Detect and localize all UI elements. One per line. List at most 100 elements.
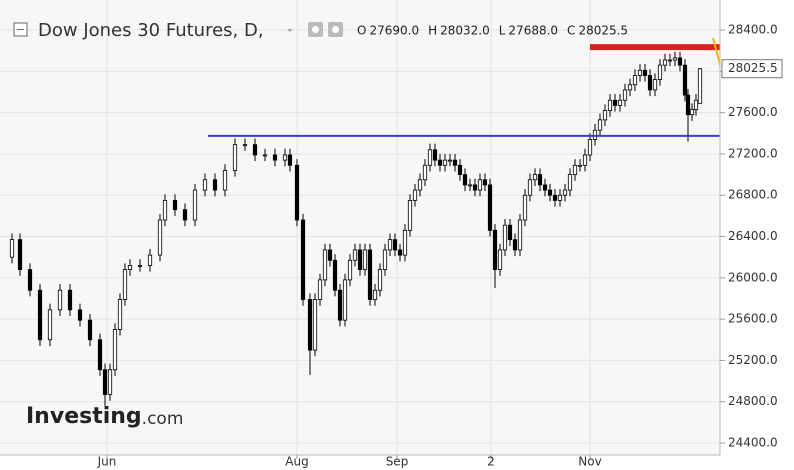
candle-body [507,224,513,241]
candle-body [157,219,163,256]
candle-body [627,84,633,91]
candle-body [432,149,438,161]
candle-body [332,259,338,291]
candle-body [677,57,683,66]
candle-body [127,265,133,270]
candle-body [457,164,463,175]
candle-body [112,329,118,371]
last-price-label: 28025.5 [728,61,778,75]
candle-body [642,69,648,76]
candle-body [697,68,703,104]
candle-body [337,289,343,321]
candle-body [242,144,248,147]
candle-body [342,279,348,321]
candle-body [222,170,228,191]
chart-title: Dow Jones 30 Futures, D, [38,20,264,41]
candle-body [392,239,398,251]
candle-body [462,174,468,186]
y-tick-label: 27200.0 [728,146,778,160]
y-tick-label: 26800.0 [728,188,778,202]
candle-body [637,69,643,76]
candle-body [37,289,43,341]
candle-body [282,154,288,161]
candle-body [372,289,378,300]
candle-body [412,189,418,201]
candle-body [602,110,608,121]
candle-body [294,164,300,221]
candle-body [452,159,458,166]
candle-body [437,159,443,166]
candle-body [502,224,508,251]
plot-area [0,0,720,455]
candle-body [300,219,306,300]
candle-body [77,309,83,321]
candle-body [307,299,313,351]
candle-body [497,249,503,270]
candle-body [272,154,278,161]
y-tick-label: 25200.0 [728,353,778,367]
x-tick-label: Aug [285,455,308,469]
candle-body [327,249,333,261]
y-tick-label: 28400.0 [728,23,778,37]
candle-body [607,99,613,111]
ohlc-value: 28032.0 [440,24,490,38]
candle-body [322,249,328,281]
candle-body [422,164,428,181]
candle-body [689,109,695,116]
x-tick-label: Nov [578,455,601,469]
candle-body [537,174,543,186]
x-tick-label: Jun [97,455,117,469]
candle-body [312,299,318,351]
ohlc-value: 28025.5 [578,24,628,38]
candle-body [547,189,553,196]
candle-body [397,249,403,256]
candle-body [527,179,533,196]
candle-body [667,59,673,62]
candle-body [557,194,563,201]
price-axis-area [720,0,794,470]
candle-body [47,309,53,341]
candle-body [582,154,588,166]
candle-body [417,179,423,191]
candle-body [362,249,368,270]
candle-body [632,75,638,86]
y-tick-label: 27600.0 [728,105,778,119]
candle-body [317,279,323,300]
candle-body [262,154,268,157]
candle-body [137,265,143,267]
dropdown-arrow[interactable] [287,29,293,32]
candle-body [147,254,153,266]
y-tick-label: 24400.0 [728,436,778,450]
candle-body [202,179,208,191]
candle-body [572,164,578,175]
candle-body [542,184,548,191]
x-tick-label: Sep [386,455,409,469]
candle-body [367,249,373,300]
ohlc-value: 27688.0 [508,24,558,38]
last-price-box [721,59,783,79]
candle-body [117,299,123,330]
candle-body [387,239,393,251]
candle-body [522,194,528,221]
candle-body [162,199,168,221]
candle-body [652,79,658,91]
watermark: Investing [26,404,142,429]
watermark-suffix: .com [142,409,184,429]
candle-body [512,239,518,251]
ohlc-key: L [499,24,506,38]
candle-body [192,189,198,221]
candle-body [693,99,699,110]
y-tick-label: 26000.0 [728,270,778,284]
candle-body [487,184,493,231]
candle-body [57,289,63,311]
candle-body [577,164,583,167]
y-tick-label: 24800.0 [728,394,778,408]
candle-body [182,209,188,221]
candle-body [622,89,628,101]
candle-body [9,239,15,258]
candle-body [97,339,103,371]
candle-body [447,159,453,162]
candle-body [657,64,663,81]
candle-body [592,129,598,140]
